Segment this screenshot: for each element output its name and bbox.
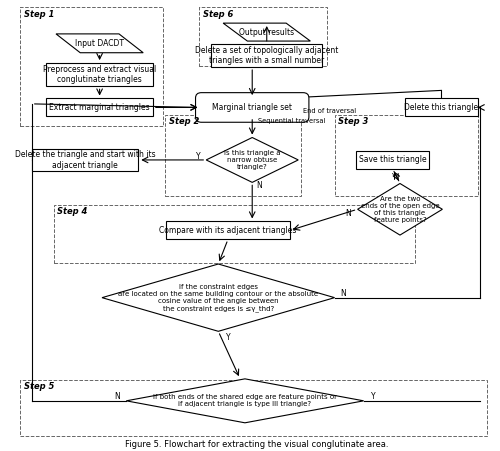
FancyBboxPatch shape — [166, 221, 290, 239]
FancyBboxPatch shape — [46, 98, 153, 116]
Text: Compare with its adjacent triangles: Compare with its adjacent triangles — [160, 226, 296, 235]
Text: Y: Y — [392, 173, 396, 182]
Text: If the constraint edges
are located on the same building contour or the absolute: If the constraint edges are located on t… — [118, 284, 318, 312]
Text: End of traversal: End of traversal — [302, 108, 356, 114]
Text: Extract marginal triangles: Extract marginal triangles — [50, 103, 150, 112]
Text: Step 4: Step 4 — [58, 207, 88, 216]
Text: Step 3: Step 3 — [338, 117, 369, 126]
Polygon shape — [206, 138, 298, 182]
Text: Delete this triangle: Delete this triangle — [404, 103, 478, 112]
Text: Sequential traversal: Sequential traversal — [258, 118, 326, 124]
Text: N: N — [340, 289, 346, 298]
Polygon shape — [358, 184, 442, 235]
FancyBboxPatch shape — [356, 151, 429, 169]
Text: Y: Y — [371, 392, 376, 401]
Text: Step 5: Step 5 — [24, 382, 54, 391]
Text: Step 2: Step 2 — [169, 117, 200, 126]
FancyBboxPatch shape — [46, 63, 153, 87]
Polygon shape — [223, 23, 310, 41]
FancyBboxPatch shape — [196, 92, 309, 122]
Text: Step 6: Step 6 — [203, 9, 233, 18]
Text: N: N — [346, 209, 351, 218]
Text: Preprocess and extract visual
conglutinate triangles: Preprocess and extract visual conglutina… — [43, 65, 156, 84]
FancyBboxPatch shape — [32, 149, 138, 171]
Text: N: N — [114, 392, 120, 401]
Text: Are the two
ends of the open edge
of this triangle
feature points?: Are the two ends of the open edge of thi… — [360, 196, 440, 223]
Text: Delete the triangle and start with its
adjacent triangle: Delete the triangle and start with its a… — [15, 150, 156, 170]
Text: If both ends of the shared edge are feature points or
if adjacent triangle is ty: If both ends of the shared edge are feat… — [153, 394, 337, 407]
FancyBboxPatch shape — [211, 44, 322, 67]
Text: Is this triangle a
narrow obtuse
triangle?: Is this triangle a narrow obtuse triangl… — [224, 150, 280, 170]
Polygon shape — [126, 379, 364, 423]
Text: Save this triangle: Save this triangle — [359, 156, 426, 165]
Text: Output results: Output results — [239, 28, 294, 37]
Text: Step 1: Step 1 — [24, 9, 54, 18]
Text: Marginal triangle set: Marginal triangle set — [212, 103, 292, 112]
Text: Input DACDT: Input DACDT — [75, 39, 124, 48]
Polygon shape — [56, 34, 143, 53]
Text: N: N — [256, 181, 262, 190]
Text: Figure 5. Flowchart for extracting the visual conglutinate area.: Figure 5. Flowchart for extracting the v… — [126, 440, 389, 449]
Text: Delete a set of topologically adjacent
triangles with a small number: Delete a set of topologically adjacent t… — [195, 46, 338, 65]
Text: Y: Y — [226, 333, 230, 341]
Polygon shape — [102, 264, 334, 331]
FancyBboxPatch shape — [405, 98, 477, 116]
Text: Y: Y — [196, 152, 200, 161]
